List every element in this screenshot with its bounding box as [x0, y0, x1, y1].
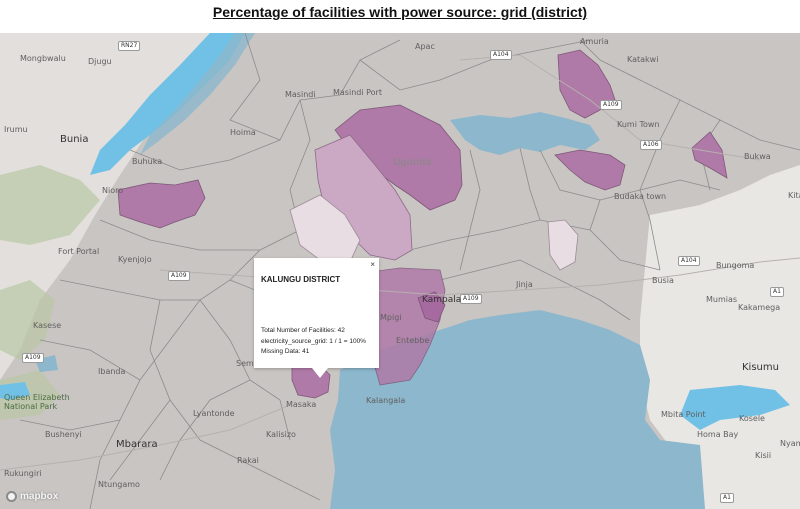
- mapbox-logo-text: mapbox: [20, 491, 59, 502]
- place-label: Kosele: [739, 414, 765, 423]
- place-label: Mbarara: [116, 439, 158, 450]
- road-shield: A106: [640, 140, 662, 150]
- place-label: Masindi: [285, 90, 316, 99]
- district-popup: × KALUNGU DISTRICT Total Number of Facil…: [254, 258, 379, 368]
- place-label: Nioro: [102, 186, 124, 195]
- district-high[interactable]: [417, 291, 446, 323]
- place-label: Mumias: [706, 295, 738, 304]
- road-shield: A109: [168, 271, 190, 281]
- popup-close-button[interactable]: ×: [370, 260, 375, 269]
- place-label: Kampala: [422, 295, 462, 305]
- place-label: Kumi Town: [617, 120, 660, 129]
- popup-grid-value: electricity_source_grid: 1 / 1 = 100%: [261, 338, 366, 345]
- place-label: Masindi Port: [333, 88, 382, 97]
- place-label: Mongbwalu: [20, 54, 66, 63]
- place-label: Lyantonde: [193, 409, 235, 418]
- district-high[interactable]: [691, 131, 728, 179]
- place-label: Uganda: [393, 157, 432, 168]
- place-label: Buhuka: [132, 157, 163, 166]
- place-label: Hoima: [230, 128, 256, 137]
- district-low[interactable]: [289, 194, 361, 263]
- place-label: Bukwa: [744, 152, 771, 161]
- drc-land: [0, 33, 245, 380]
- district-high[interactable]: [554, 149, 626, 191]
- district-boundaries: [19, 33, 800, 509]
- road-shield: A1: [770, 287, 784, 297]
- popup-total-facilities: Total Number of Facilities: 42: [261, 327, 345, 334]
- place-label: Apac: [415, 42, 435, 51]
- map-title: Percentage of facilities with power sour…: [212, 4, 588, 20]
- title-bar: Percentage of facilities with power sour…: [0, 0, 800, 33]
- road-shield: RN27: [118, 41, 141, 51]
- popup-tip: [312, 368, 328, 378]
- place-label: Kalangala: [366, 396, 406, 405]
- place-label: Mpigi: [380, 313, 402, 322]
- popup-missing-data: Missing Data: 41: [261, 348, 310, 355]
- place-label: Kalisizo: [266, 430, 296, 439]
- kenya-land: [640, 165, 800, 509]
- place-label: Bushenyi: [45, 430, 82, 439]
- road-shield: A109: [600, 100, 622, 110]
- popup-title: KALUNGU DISTRICT: [261, 275, 341, 284]
- road-shield: A109: [460, 294, 482, 304]
- map-canvas[interactable]: [0, 33, 800, 509]
- lake-victoria: [330, 310, 705, 509]
- lake-albert: [90, 33, 245, 175]
- choropleth-map[interactable]: Mongbwalu Djugu Bunia Irumu RN27 Masindi…: [0, 33, 800, 509]
- place-label: Entebbe: [396, 336, 430, 345]
- road-shield: A1: [720, 493, 734, 503]
- place-label: Budaka town: [614, 192, 667, 201]
- road-shield: A104: [490, 50, 512, 60]
- district-high[interactable]: [117, 179, 206, 229]
- district-low[interactable]: [547, 219, 579, 271]
- place-label: Kasese: [33, 321, 62, 330]
- place-label: Busia: [652, 276, 674, 285]
- place-label: Kisii: [755, 451, 772, 460]
- winam-gulf: [680, 385, 790, 430]
- place-label: Kakamega: [738, 303, 781, 312]
- place-label: Mbita Point: [661, 410, 706, 419]
- place-label: Jinja: [516, 280, 533, 289]
- place-label: Masaka: [286, 400, 317, 409]
- lake-edward: [0, 382, 30, 400]
- place-label: Ibanda: [98, 367, 126, 376]
- place-label: Amuria: [580, 37, 609, 46]
- place-label: Kisumu: [742, 362, 779, 373]
- lake-albert-ug-side: [140, 33, 255, 155]
- place-label: Kita: [788, 191, 800, 200]
- place-label: Ntungamo: [98, 480, 140, 489]
- place-label: Djugu: [88, 57, 112, 66]
- place-label: Fort Portal: [58, 247, 100, 256]
- place-label: Rukungiri: [4, 469, 42, 478]
- mapbox-attribution[interactable]: mapbox: [6, 491, 58, 502]
- place-label: Katakwi: [627, 55, 659, 64]
- lake-kyoga: [450, 112, 600, 155]
- place-label: Rakai: [237, 456, 259, 465]
- place-label: Kyenjojo: [118, 255, 152, 264]
- place-label: Homa Bay: [697, 430, 739, 439]
- place-label: Nyami: [780, 439, 800, 448]
- place-label: Irumu: [4, 125, 28, 134]
- mapbox-logo-icon: [6, 491, 17, 502]
- vegetation-area: [0, 165, 100, 245]
- place-label: Queen Elizabeth National Park: [4, 393, 70, 411]
- road-shield: A109: [22, 353, 44, 363]
- place-label: Bunia: [60, 134, 89, 145]
- place-label: Bungoma: [716, 261, 755, 270]
- road-shield: A104: [678, 256, 700, 266]
